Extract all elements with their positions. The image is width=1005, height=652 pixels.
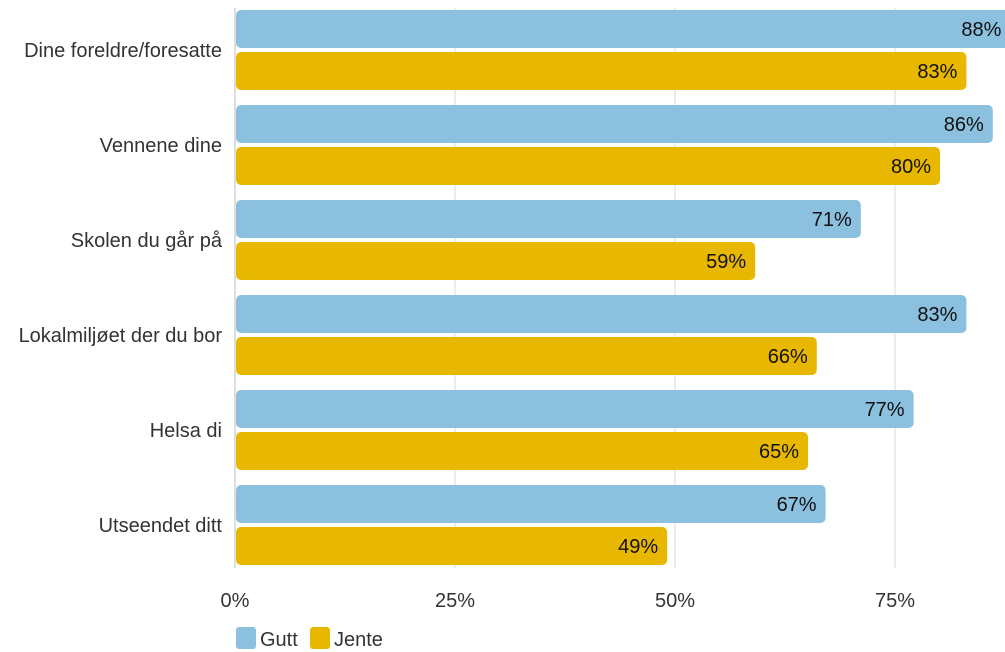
bar (236, 432, 808, 470)
bar (236, 105, 993, 143)
legend-label: Gutt (260, 629, 298, 651)
legend-swatch (236, 627, 256, 649)
category-label: Lokalmiljøet der du bor (19, 325, 223, 347)
data-label: 71% (812, 209, 852, 231)
bar (236, 147, 940, 185)
data-label: 65% (759, 441, 799, 463)
data-label: 88% (961, 19, 1001, 41)
category-label: Helsa di (150, 420, 222, 442)
category-label: Vennene dine (100, 135, 222, 157)
data-label: 80% (891, 156, 931, 178)
data-label: 86% (944, 114, 984, 136)
bar (236, 200, 861, 238)
data-label: 66% (768, 346, 808, 368)
x-tick-label: 25% (435, 590, 475, 612)
legend-label: Jente (334, 629, 383, 651)
x-tick-label: 0% (221, 590, 250, 612)
data-label: 49% (618, 536, 658, 558)
data-label: 59% (706, 251, 746, 273)
category-label: Utseendet ditt (99, 515, 223, 537)
data-label: 77% (865, 399, 905, 421)
bar (236, 337, 817, 375)
data-label: 83% (917, 304, 957, 326)
bar (236, 242, 756, 280)
bar (236, 527, 668, 565)
bar (236, 52, 967, 90)
bar (236, 295, 967, 333)
bar (236, 390, 914, 428)
x-tick-label: 75% (875, 590, 915, 612)
data-label: 67% (777, 494, 817, 516)
bar (236, 485, 826, 523)
legend-swatch (310, 627, 330, 649)
x-tick-label: 50% (655, 590, 695, 612)
category-label: Skolen du går på (71, 230, 223, 252)
category-label: Dine foreldre/foresatte (24, 40, 222, 62)
bar (236, 10, 1005, 48)
data-label: 83% (917, 61, 957, 83)
